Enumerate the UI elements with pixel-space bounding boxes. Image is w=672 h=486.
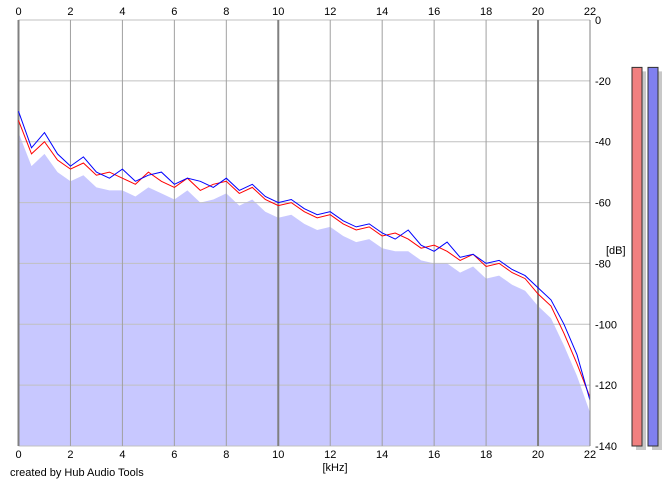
x-tick-label-bottom: 4 (119, 449, 125, 461)
credit-label: created by Hub Audio Tools (10, 467, 144, 479)
x-tick-label-bottom: 10 (272, 449, 284, 461)
x-tick-label-bottom: 8 (223, 449, 229, 461)
x-tick-label-top: 0 (15, 6, 21, 18)
y-tick-label: -100 (595, 319, 617, 331)
x-axis-label: [kHz] (322, 462, 347, 474)
level-meter-right (647, 66, 659, 447)
x-tick-label-top: 4 (119, 6, 125, 18)
y-axis-label: [dB] (606, 245, 626, 257)
x-tick-label-bottom: 6 (171, 449, 177, 461)
x-tick-label-top: 18 (480, 6, 492, 18)
x-tick-label-bottom: 2 (67, 449, 73, 461)
y-tick-label: -120 (595, 380, 617, 392)
x-tick-label-top: 14 (376, 6, 388, 18)
y-tick-label: -20 (595, 76, 611, 88)
x-tick-label-bottom: 22 (584, 449, 596, 461)
x-tick-label-top: 8 (223, 6, 229, 18)
y-tick-label: -40 (595, 137, 611, 149)
x-tick-label-bottom: 12 (324, 449, 336, 461)
series-line-left (18, 120, 591, 398)
x-tick-label-bottom: 14 (376, 449, 388, 461)
x-tick-label-top: 20 (532, 6, 544, 18)
y-tick-label: 0 (595, 15, 601, 27)
x-tick-label-top: 22 (584, 6, 596, 18)
x-tick-label-top: 6 (171, 6, 177, 18)
x-tick-label-bottom: 20 (532, 449, 544, 461)
spectrum-fill (18, 132, 590, 446)
level-meter-left (631, 66, 643, 447)
x-tick-label-top: 12 (324, 6, 336, 18)
y-tick-label: -60 (595, 198, 611, 210)
x-tick-label-top: 10 (272, 6, 284, 18)
y-tick-label: -80 (595, 258, 611, 270)
x-tick-label-bottom: 18 (480, 449, 492, 461)
x-tick-label-top: 16 (428, 6, 440, 18)
x-tick-label-bottom: 0 (15, 449, 21, 461)
series-line-right (18, 111, 591, 401)
x-tick-label-bottom: 16 (428, 449, 440, 461)
x-tick-label-top: 2 (67, 6, 73, 18)
y-tick-label: -140 (595, 441, 617, 453)
